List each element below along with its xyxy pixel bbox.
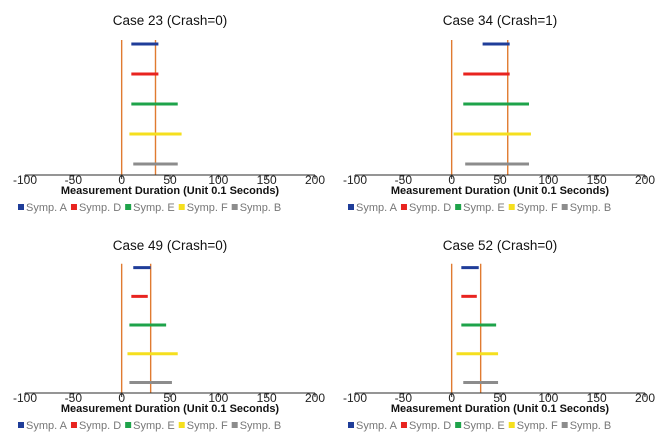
chart-title: Case 52 (Crash=0) [443,238,557,253]
legend-swatch [508,422,515,428]
x-tick-label: 50 [163,173,177,187]
chart-panel: Case 23 (Crash=0) -100 -50 0 50 100 150 200 Meas… [13,13,325,214]
chart-panel: Case 52 (Crash=0) -100 -50 0 50 100 150 200 Meas… [343,238,655,432]
x-tick-label: 100 [538,173,558,187]
x-tick-label: -50 [395,391,413,405]
legend-swatch [70,204,77,210]
x-tick-label: -100 [13,391,37,405]
x-tick-label: 200 [635,173,655,187]
x-tick-label: 150 [587,173,607,187]
x-tick-label: 200 [305,391,325,405]
legend-swatch [231,204,238,210]
x-tick-label: 0 [118,391,125,405]
legend-swatch [455,422,462,428]
legend-swatch [455,204,462,210]
legend-label: Symp. E [463,420,505,432]
legend-swatch [178,422,185,428]
x-axis-label: Measurement Duration (Unit 0.1 Seconds) [61,185,280,197]
legend-label: Symp. B [570,202,612,214]
legend-label: Symp. B [240,420,282,432]
legend-label: Symp. D [409,202,451,214]
x-tick-label: 0 [448,391,455,405]
legend-label: Symp. B [570,420,612,432]
x-tick-label: -100 [343,391,367,405]
x-tick-label: 0 [118,173,125,187]
legend-swatch [178,204,185,210]
legend-label: Symp. F [517,420,558,432]
x-tick-label: -50 [395,173,413,187]
legend-label: Symp. D [79,420,121,432]
legend-swatch [400,204,407,210]
x-axis-label: Measurement Duration (Unit 0.1 Seconds) [391,185,610,197]
x-axis-label: Measurement Duration (Unit 0.1 Seconds) [61,403,280,415]
x-tick-label: 100 [208,173,228,187]
x-tick-label: -50 [65,173,83,187]
x-tick-label: 0 [448,173,455,187]
x-tick-label: 150 [257,173,277,187]
legend-swatch [18,204,24,210]
legend-label: Symp. A [26,202,68,214]
x-tick-label: 200 [635,391,655,405]
chart-title: Case 23 (Crash=0) [113,13,227,28]
legend-swatch [508,204,515,210]
legend-swatch [70,422,77,428]
legend-label: Symp. E [133,420,175,432]
x-axis-label: Measurement Duration (Unit 0.1 Seconds) [391,403,610,415]
legend-label: Symp. A [26,420,68,432]
legend-label: Symp. F [187,420,228,432]
chart-title: Case 34 (Crash=1) [443,13,557,28]
x-tick-label: 150 [257,391,277,405]
chart-title: Case 49 (Crash=0) [113,238,227,253]
legend-swatch [125,204,132,210]
legend-label: Symp. F [187,202,228,214]
x-tick-label: 50 [493,173,507,187]
legend-label: Symp. E [133,202,175,214]
legend-label: Symp. F [517,202,558,214]
legend-swatch [18,422,24,428]
legend-swatch [231,422,238,428]
legend-swatch [348,422,354,428]
legend-label: Symp. D [79,202,121,214]
legend-label: Symp. D [409,420,451,432]
legend-label: Symp. B [240,202,282,214]
x-tick-label: 100 [208,391,228,405]
legend-label: Symp. A [356,420,398,432]
legend-swatch [400,422,407,428]
x-tick-label: 50 [493,391,507,405]
x-tick-label: 200 [305,173,325,187]
legend-swatch [348,204,354,210]
legend-swatch [561,422,568,428]
x-tick-label: 150 [587,391,607,405]
chart-panel: Case 49 (Crash=0) -100 -50 0 50 100 150 200 Meas… [13,238,325,432]
x-tick-label: -50 [65,391,83,405]
legend-label: Symp. A [356,202,398,214]
legend-swatch [561,204,568,210]
x-tick-label: -100 [343,173,367,187]
legend-label: Symp. E [463,202,505,214]
x-tick-label: 50 [163,391,177,405]
legend-swatch [125,422,132,428]
chart-panel: Case 34 (Crash=1) -100 -50 0 50 100 150 200 Meas… [343,13,655,214]
x-tick-label: -100 [13,173,37,187]
x-tick-label: 100 [538,391,558,405]
